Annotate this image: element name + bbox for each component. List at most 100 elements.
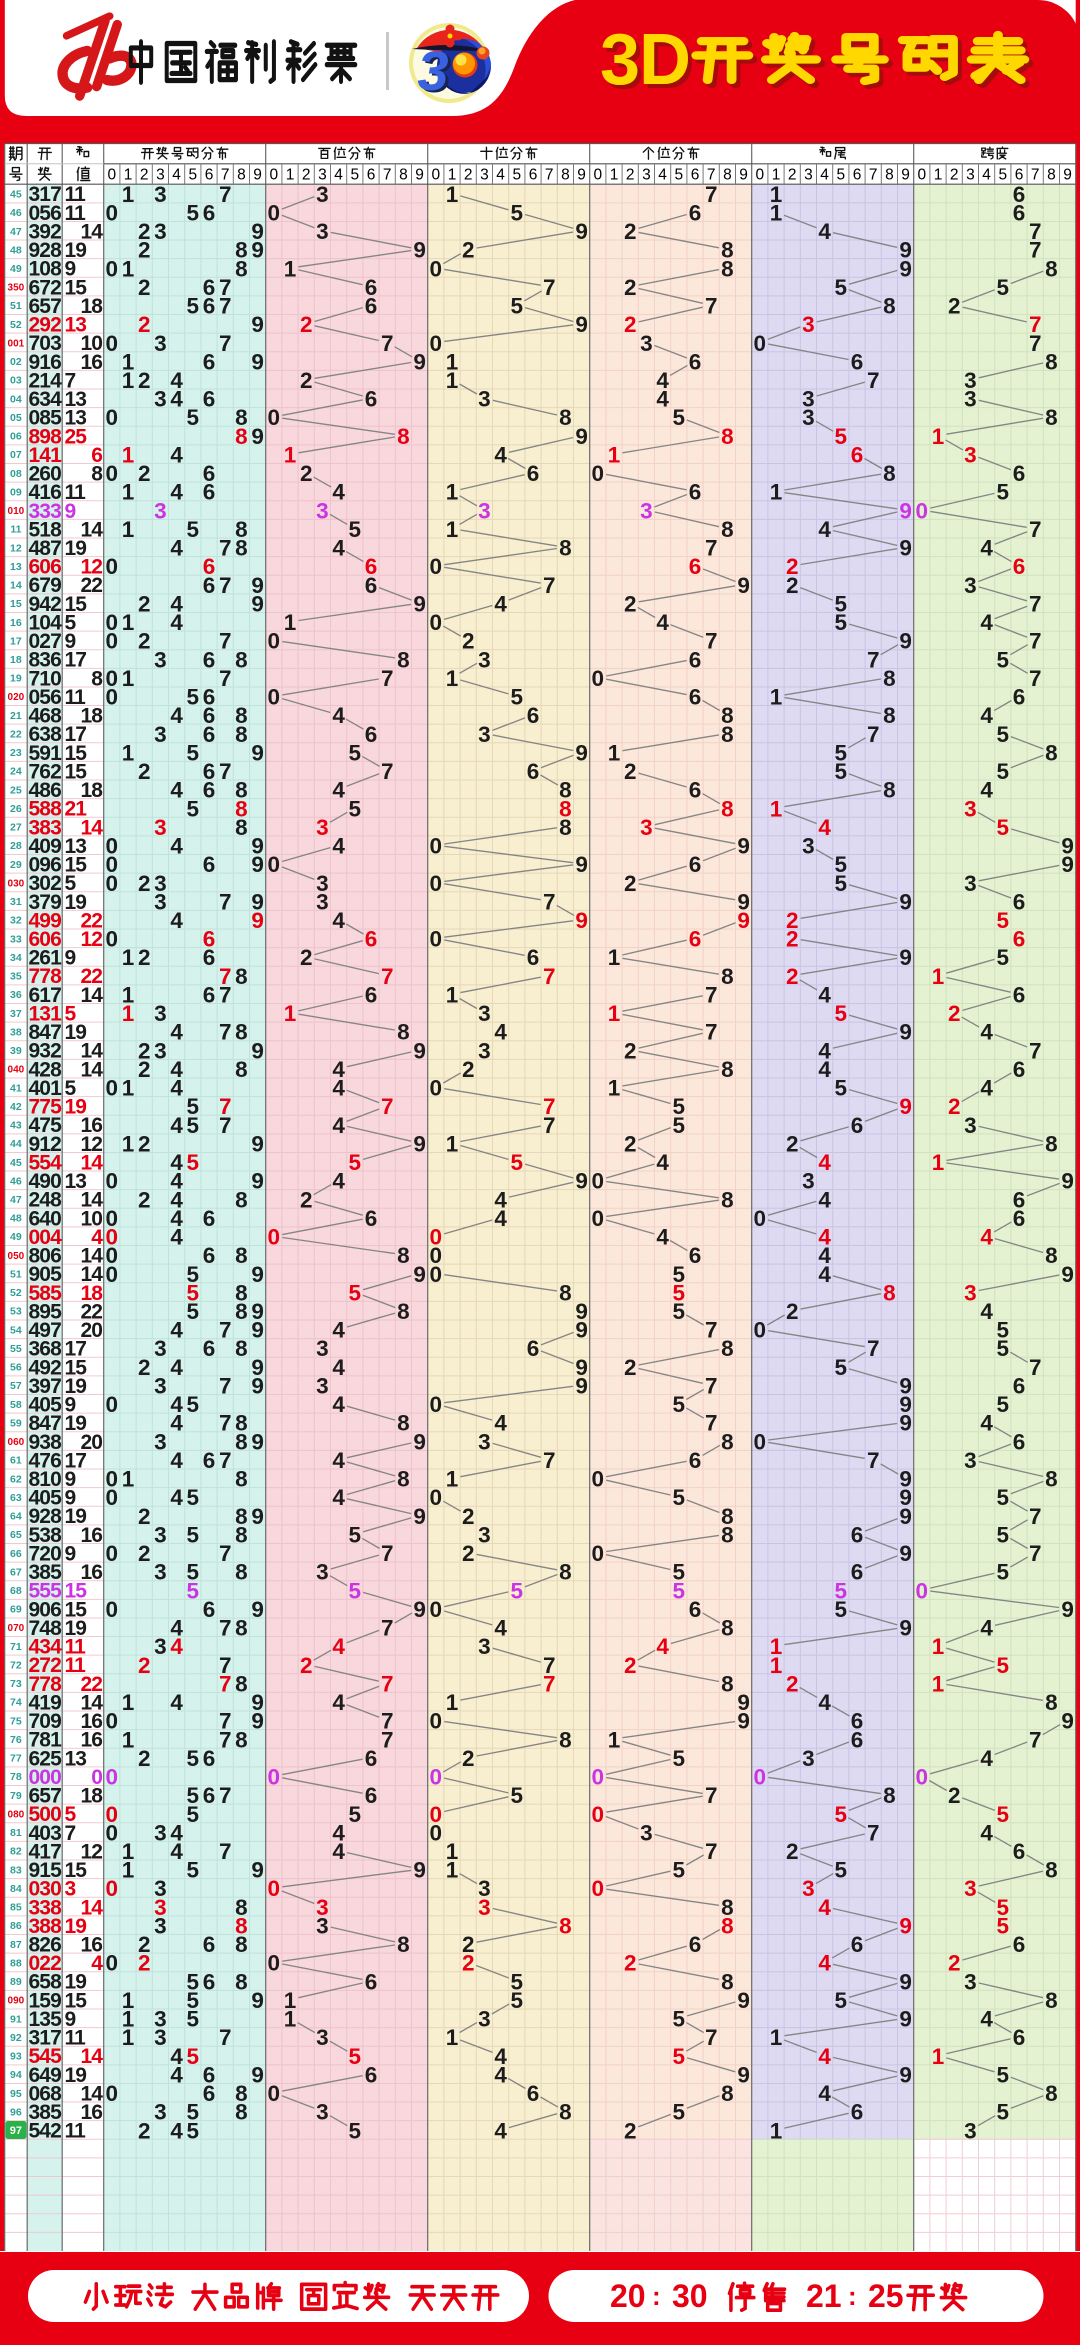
svg-text:16: 16 (80, 1729, 102, 1752)
svg-text:0: 0 (754, 1429, 767, 1454)
svg-text:30: 30 (672, 2278, 708, 2314)
svg-text:3: 3 (640, 498, 653, 523)
svg-text:5: 5 (673, 1746, 686, 1771)
svg-text:47: 47 (10, 226, 22, 238)
svg-text:3: 3 (964, 443, 977, 468)
svg-text:338: 338 (29, 1896, 63, 1919)
svg-text:03: 03 (10, 375, 22, 387)
svg-text:24: 24 (10, 766, 22, 778)
svg-text:2: 2 (138, 275, 151, 300)
svg-text:75: 75 (10, 1715, 22, 1727)
svg-text:8: 8 (235, 1616, 248, 1641)
svg-text:95: 95 (10, 2088, 22, 2100)
svg-text:7: 7 (381, 759, 394, 784)
svg-text:5: 5 (65, 1077, 77, 1100)
svg-text:7: 7 (1029, 312, 1042, 337)
svg-text:12: 12 (80, 1840, 102, 1863)
svg-text:45: 45 (10, 1157, 22, 1169)
svg-text:0: 0 (430, 1765, 443, 1790)
svg-text:0: 0 (106, 1820, 119, 1845)
svg-text:6: 6 (203, 1336, 216, 1361)
svg-text:4: 4 (656, 1634, 669, 1659)
svg-text:7: 7 (543, 1671, 556, 1696)
svg-text:634: 634 (29, 388, 63, 411)
svg-text:78: 78 (10, 1771, 22, 1783)
svg-text:4: 4 (818, 517, 831, 542)
svg-text:7: 7 (705, 1020, 718, 1045)
svg-text:1: 1 (122, 1001, 135, 1026)
svg-text:7: 7 (219, 1839, 232, 1864)
svg-text:7: 7 (219, 666, 232, 691)
svg-text:8: 8 (235, 2100, 248, 2125)
svg-text:8: 8 (235, 424, 248, 449)
svg-text:5: 5 (997, 1392, 1010, 1417)
svg-text:8: 8 (721, 703, 734, 728)
svg-text:7: 7 (1031, 167, 1040, 184)
svg-text:810: 810 (29, 1468, 62, 1491)
svg-text:10: 10 (80, 332, 102, 355)
svg-text:7: 7 (219, 1411, 232, 1436)
svg-text:5: 5 (673, 1280, 686, 1305)
svg-text:7: 7 (381, 1094, 394, 1119)
svg-text:2: 2 (786, 1839, 799, 1864)
svg-text:18: 18 (80, 1785, 103, 1808)
svg-text:7: 7 (705, 1411, 718, 1436)
svg-text:22: 22 (10, 729, 22, 741)
svg-text:1: 1 (284, 610, 297, 635)
svg-text:5: 5 (349, 1150, 362, 1175)
svg-text:2: 2 (624, 275, 637, 300)
svg-text:0: 0 (755, 167, 764, 184)
svg-text:15: 15 (65, 1859, 88, 1882)
svg-text:4: 4 (494, 591, 507, 616)
svg-text:9: 9 (575, 1374, 588, 1399)
svg-text:2: 2 (462, 1057, 475, 1082)
svg-text:9: 9 (737, 1988, 750, 2013)
svg-text:0: 0 (268, 1951, 281, 1976)
svg-text:8: 8 (397, 647, 410, 672)
svg-text:8: 8 (721, 1616, 734, 1641)
svg-text:85: 85 (10, 1902, 22, 1914)
svg-text:4: 4 (170, 1355, 183, 1380)
svg-text:13: 13 (65, 388, 87, 411)
svg-text:1: 1 (122, 1131, 135, 1156)
svg-text:248: 248 (29, 1189, 63, 1212)
svg-text:4: 4 (170, 1820, 183, 1845)
svg-text:403: 403 (29, 1822, 62, 1845)
svg-text:7: 7 (219, 1727, 232, 1752)
svg-text:57: 57 (10, 1380, 22, 1392)
svg-text:4: 4 (170, 1113, 183, 1138)
svg-text:5: 5 (511, 1783, 524, 1808)
svg-text:51: 51 (10, 1269, 22, 1281)
svg-text:0: 0 (430, 927, 443, 952)
svg-text:3: 3 (964, 1448, 977, 1473)
svg-text:4: 4 (980, 536, 993, 561)
svg-text:617: 617 (29, 984, 62, 1007)
svg-text:8: 8 (1045, 405, 1058, 430)
svg-text:4: 4 (170, 834, 183, 859)
svg-text:5: 5 (187, 2044, 200, 2069)
svg-text:02: 02 (10, 356, 22, 368)
svg-text:3: 3 (156, 167, 165, 184)
svg-text:47: 47 (10, 1194, 22, 1206)
svg-text:8: 8 (1045, 1858, 1058, 1883)
svg-text:1: 1 (122, 443, 135, 468)
svg-text:8: 8 (235, 1895, 248, 1920)
svg-text:8: 8 (235, 1411, 248, 1436)
svg-text:1: 1 (770, 1653, 783, 1678)
svg-text:6: 6 (1013, 1932, 1026, 1957)
svg-text:2: 2 (462, 1541, 475, 1566)
svg-text:34: 34 (10, 952, 22, 964)
svg-text:5: 5 (511, 1150, 524, 1175)
svg-text:2: 2 (138, 1541, 151, 1566)
svg-text:7: 7 (219, 536, 232, 561)
svg-text:8: 8 (721, 722, 734, 747)
svg-text:5: 5 (65, 1003, 77, 1026)
svg-text:8: 8 (883, 666, 896, 691)
svg-text:9: 9 (65, 947, 76, 970)
svg-text:3: 3 (478, 1523, 491, 1548)
svg-text:6: 6 (1013, 927, 1026, 952)
svg-text:6: 6 (365, 387, 378, 412)
svg-text:1: 1 (770, 2118, 783, 2143)
svg-text:53: 53 (10, 1306, 22, 1318)
svg-text:0: 0 (430, 1243, 443, 1268)
